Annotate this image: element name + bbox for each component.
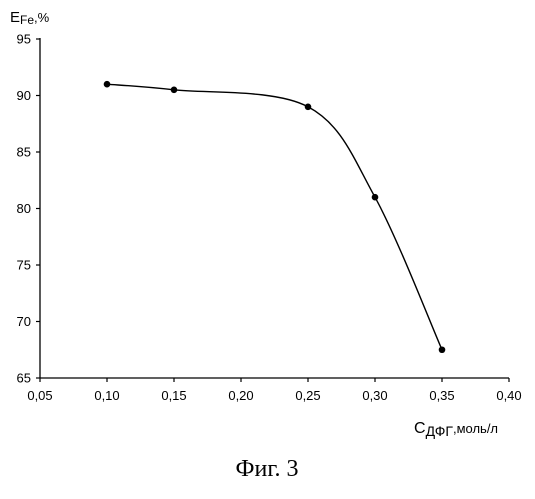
x-tick-label: 0,15 xyxy=(161,388,186,403)
data-point xyxy=(305,104,312,111)
y-tick-label: 80 xyxy=(17,201,31,216)
data-point xyxy=(104,81,111,88)
series-line xyxy=(107,84,442,350)
x-axis-label-sub: ДФГ xyxy=(426,423,454,439)
y-axis-ticks: 65 70 75 80 85 90 95 xyxy=(17,32,40,386)
y-axis-label-main: E xyxy=(10,9,20,26)
y-axis-label-suffix: ,% xyxy=(34,10,50,25)
y-axis-label-sub: Fe xyxy=(20,13,34,27)
x-tick-label: 0,10 xyxy=(94,388,119,403)
x-tick-label: 0,40 xyxy=(496,388,521,403)
y-tick-label: 65 xyxy=(17,371,31,386)
x-tick-label: 0,05 xyxy=(27,388,52,403)
x-axis-ticks: 0,05 0,10 0,15 0,20 0,25 0,30 0,35 0,40 xyxy=(27,378,521,403)
y-axis-label: EFe,% xyxy=(10,9,50,27)
x-tick-label: 0,35 xyxy=(429,388,454,403)
y-tick-label: 70 xyxy=(17,314,31,329)
data-point xyxy=(372,194,379,201)
y-tick-label: 85 xyxy=(17,145,31,160)
x-axis-label-suffix: ,моль/л xyxy=(453,421,498,436)
x-tick-label: 0,20 xyxy=(228,388,253,403)
y-tick-label: 95 xyxy=(17,32,31,47)
figure-caption: Фиг. 3 xyxy=(236,456,299,482)
data-points xyxy=(104,81,446,353)
data-point xyxy=(439,346,446,353)
y-tick-label: 90 xyxy=(17,88,31,103)
x-tick-label: 0,25 xyxy=(295,388,320,403)
data-point xyxy=(171,87,178,94)
y-tick-label: 75 xyxy=(17,258,31,273)
x-axis-label: CДФГ,моль/л xyxy=(414,420,498,439)
x-tick-label: 0,30 xyxy=(362,388,387,403)
x-axis-label-main: C xyxy=(414,420,426,437)
axes xyxy=(40,38,509,378)
